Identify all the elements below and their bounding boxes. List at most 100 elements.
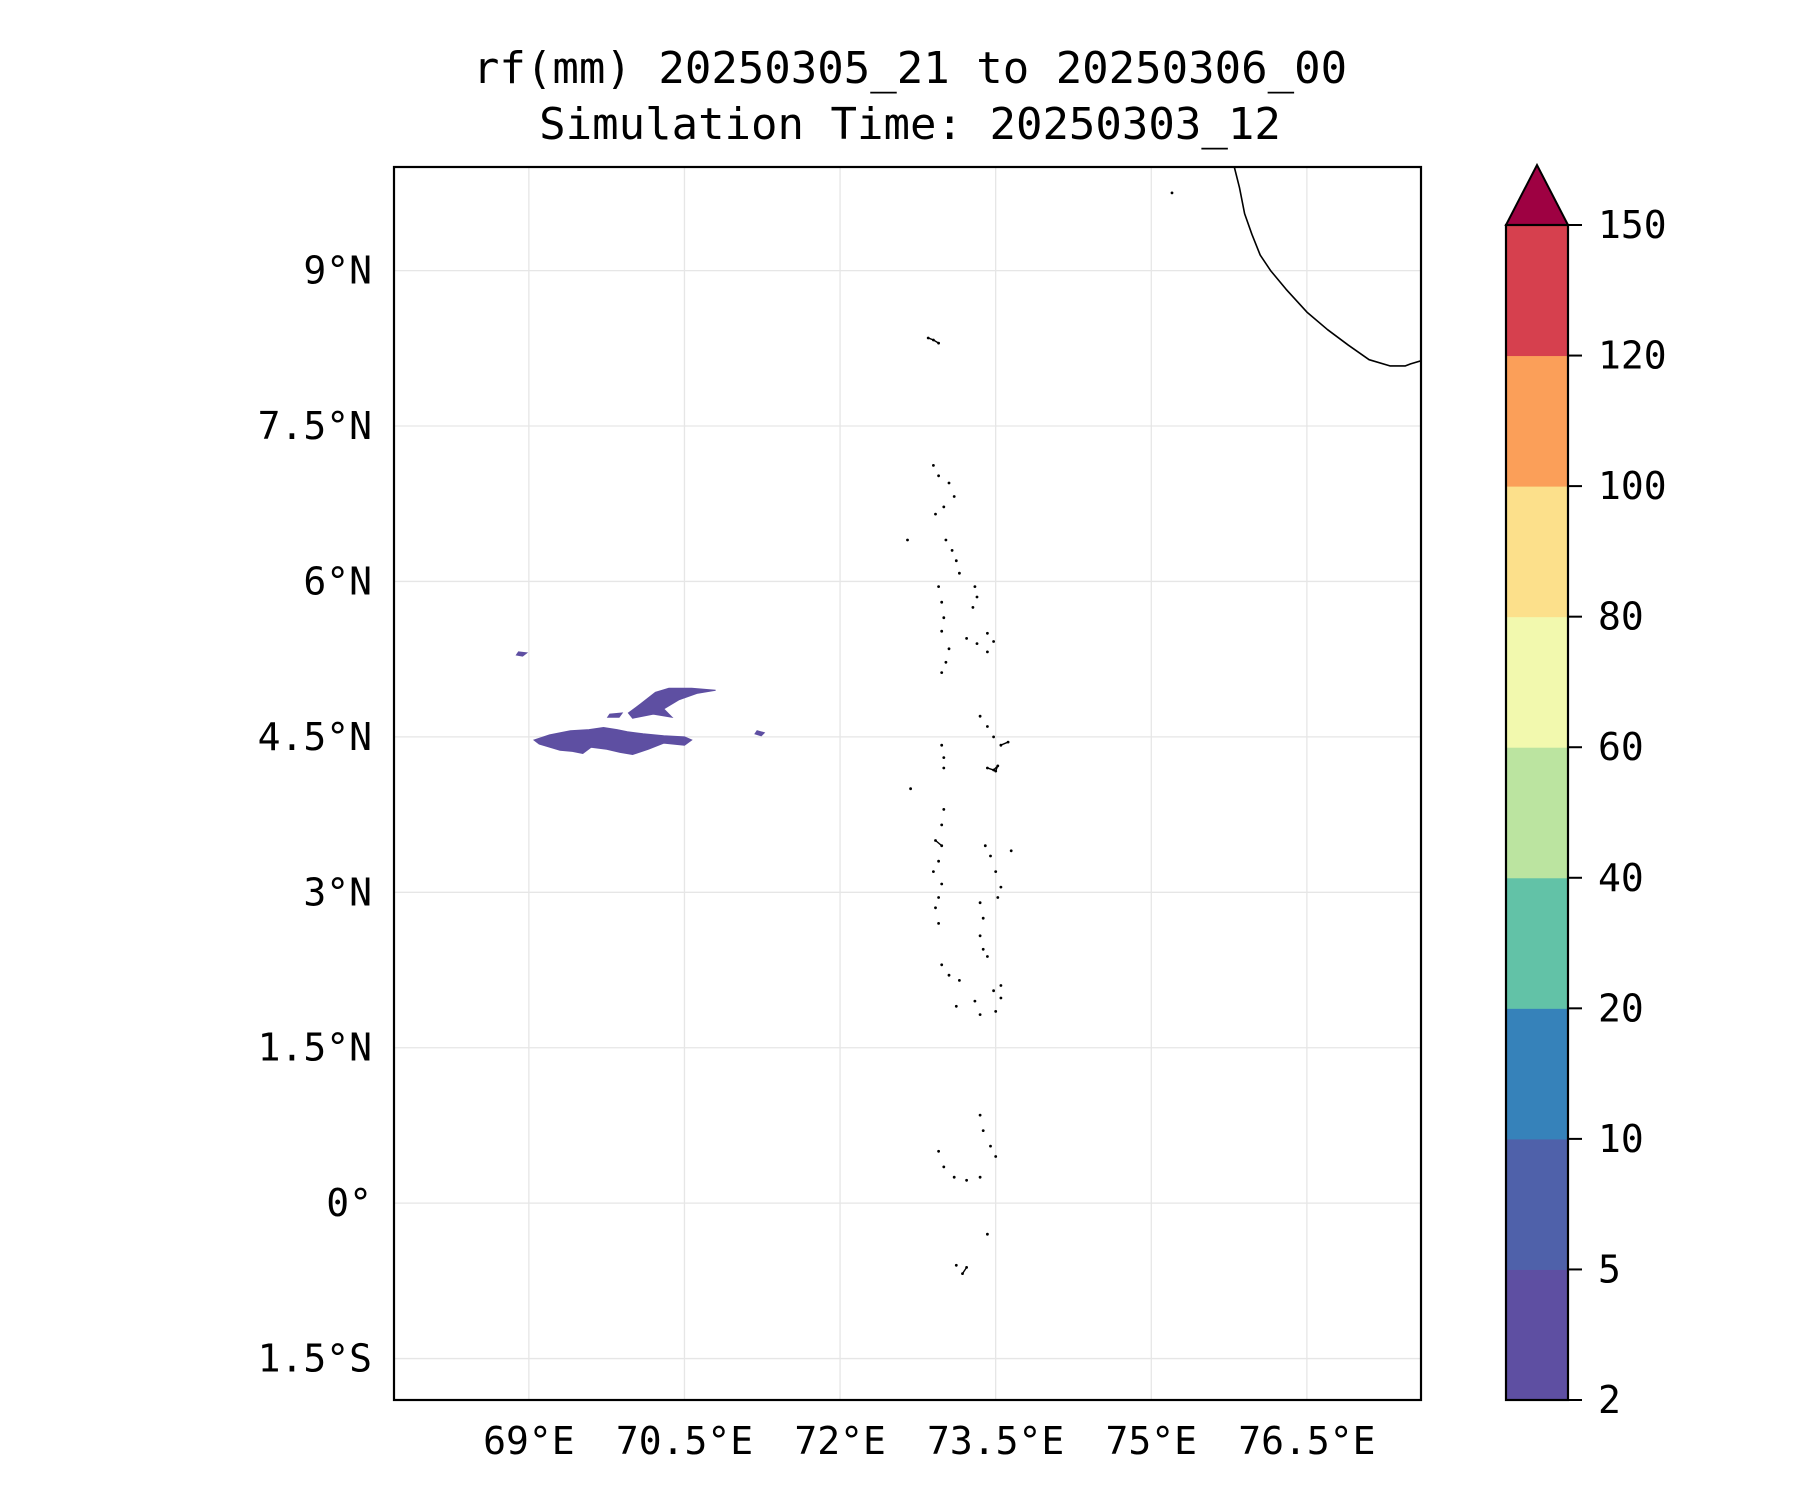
x-tick-label-2: 72°E [794,1419,886,1463]
x-tick-label-5: 76.5°E [1238,1419,1375,1463]
islet-dot [954,1004,958,1008]
atoll-10 [932,808,946,873]
atoll-13 [978,901,989,958]
islet-dot [981,916,985,920]
colorbar-ticks: 2 5 10 20 40 60 80 100 120 150 [1568,203,1667,1422]
colorbar-tick-label-7: 100 [1598,464,1667,508]
colorbar-tick-label-6: 80 [1598,595,1644,639]
x-tick-label-4: 75°E [1106,1419,1198,1463]
islet-link [927,337,934,341]
islet-dot [947,481,951,485]
islet-dot [989,1144,992,1148]
rainfall-area-0 [532,726,693,756]
x-tick-label-1: 70.5°E [616,1419,753,1463]
islet-dot [992,640,995,643]
atoll-23 [1170,191,1174,195]
islet-dot [992,735,995,739]
map-background [394,167,1421,1400]
islet-dot [996,896,1000,899]
y-tick-label-2: 6°N [303,559,372,603]
islet-link [987,767,994,771]
islet-dot [942,505,946,509]
islet-dot [952,1175,956,1179]
atoll-19 [954,1263,968,1275]
colorbar-segment-2 [1506,1008,1568,1140]
atoll-2 [944,538,961,575]
islet-dot [937,896,940,899]
x-axis-tick-labels: 69°E 70.5°E 72°E 73.5°E 75°E 76.5°E [483,1419,1375,1463]
x-tick-label-3: 73.5°E [927,1419,1064,1463]
islet-dot [986,955,989,958]
y-tick-label-7: 1.5°S [258,1337,372,1381]
islet-dot [932,870,935,873]
colorbar-frame [1504,223,1570,1402]
islet-dot [937,474,940,478]
rainfall-layer [515,651,766,756]
atoll-3 [937,585,946,633]
islet-dot [944,660,948,664]
islet-dot [954,559,958,563]
atoll-1 [932,464,956,516]
islet-dot [940,963,944,967]
islet-dot [934,906,937,910]
islet-dot [950,549,954,552]
islet-link [961,1266,968,1274]
colorbar: 2 5 10 20 40 60 80 100 120 150 [1504,162,1667,1422]
colorbar-tick-label-0: 2 [1598,1378,1621,1422]
islet-dot [999,984,1003,987]
islet-dot [978,1013,982,1016]
atoll-11 [983,844,1003,899]
atoll-6 [940,647,951,674]
islet-dot [989,854,992,858]
islet-dot [965,1178,968,1182]
y-tick-label-4: 3°N [303,870,372,914]
islet-dot [978,714,982,718]
islet-dot [909,787,912,791]
islet-dot [975,642,979,645]
colorbar-segment-7 [1506,355,1568,487]
india-coastline [1233,167,1421,367]
rainfall-area-2 [606,712,624,718]
colorbar-segment-8 [1506,225,1568,357]
colorbar-segments [1506,225,1568,1401]
islet-dot [999,996,1003,1000]
islet-dot [971,606,975,609]
islet-dot [942,808,946,811]
atoll-5 [965,631,995,654]
islet-dot [942,756,946,759]
islet-link [1000,741,1009,746]
atoll-18 [986,1232,989,1236]
map-content [515,167,1421,1275]
islet-dot [986,650,989,654]
y-tick-label-1: 7.5°N [258,404,372,448]
rainfall-area-4 [515,651,529,657]
atoll-20 [906,538,909,542]
islet-dot [958,571,961,575]
atoll-9 [940,743,946,770]
colorbar-tick-label-9: 150 [1598,203,1667,247]
islet-dot [983,844,987,848]
colorbar-tick-label-5: 60 [1598,725,1644,769]
islet-dot [947,973,951,977]
islet-dot [986,631,989,635]
islet-link [933,339,939,344]
islet-dot [994,870,998,873]
islet-dot [978,1175,982,1179]
colorbar-tick-label-3: 20 [1598,986,1644,1030]
y-tick-label-6: 0° [326,1181,372,1225]
atoll-4 [971,585,979,609]
islet-dot [973,999,977,1003]
colorbar-extend-triangle [1504,162,1570,226]
colorbar-tick-label-2: 10 [1598,1117,1644,1161]
islet-dot [965,637,968,640]
islet-dot [947,647,951,651]
colorbar-segment-1 [1506,1138,1568,1270]
colorbar-segment-3 [1506,877,1568,1009]
map-panel: 69°E 70.5°E 72°E 73.5°E 75°E 76.5°E 9°N 7.5°N 6… [258,165,1423,1463]
islet-dot [940,629,944,633]
atoll-22 [1009,849,1013,853]
islet-dot [940,823,944,827]
colorbar-tick-label-1: 5 [1598,1247,1621,1291]
islet-dot [978,1113,982,1117]
